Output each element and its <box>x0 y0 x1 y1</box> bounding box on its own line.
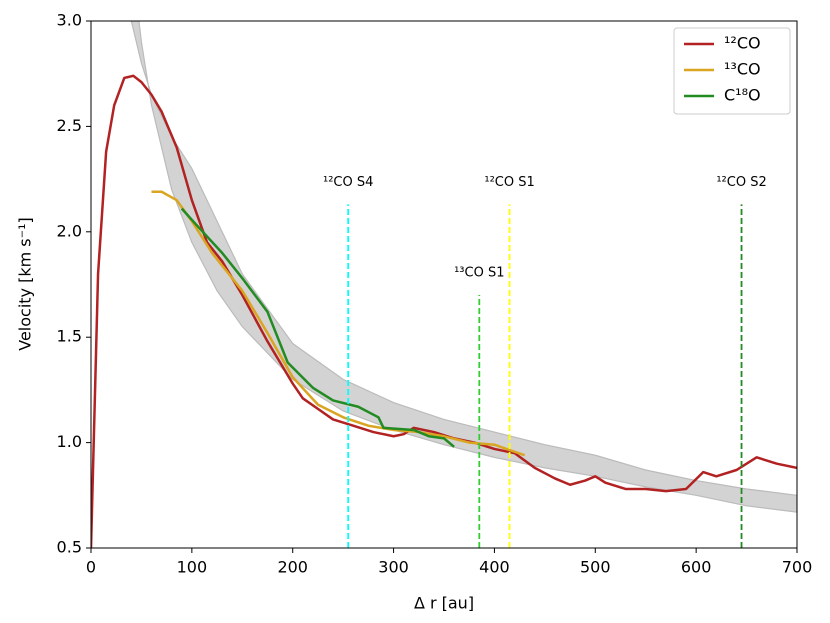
x-tick-label: 500 <box>580 558 611 577</box>
y-tick-label: 2.0 <box>57 221 82 240</box>
y-tick-label: 0.5 <box>57 538 82 557</box>
marker-label: ¹³CO S1 <box>454 266 504 281</box>
y-tick-label: 3.0 <box>57 11 82 30</box>
y-tick-label: 2.5 <box>57 116 82 135</box>
x-tick-label: 300 <box>378 558 409 577</box>
y-axis-label: Velocity [km s⁻¹] <box>16 217 35 350</box>
marker-label: ¹²CO S4 <box>323 175 373 190</box>
legend-label: C¹⁸O <box>724 86 761 105</box>
x-tick-label: 100 <box>177 558 208 577</box>
x-axis-label: Δ r [au] <box>414 594 474 613</box>
y-tick-label: 1.5 <box>57 327 82 346</box>
envelope-band <box>130 21 797 513</box>
legend-label: ¹²CO <box>724 34 761 53</box>
x-tick-label: 200 <box>277 558 308 577</box>
x-tick-label: 700 <box>782 558 813 577</box>
marker-label: ¹²CO S2 <box>716 175 766 190</box>
marker-label: ¹²CO S1 <box>484 175 534 190</box>
x-tick-label: 600 <box>681 558 712 577</box>
plot-area <box>91 21 797 548</box>
x-tick-label: 400 <box>479 558 510 577</box>
series-line <box>91 74 797 548</box>
series-line <box>180 207 455 448</box>
y-tick-label: 1.0 <box>57 432 82 451</box>
x-tick-label: 0 <box>86 558 96 577</box>
axes-frame <box>90 20 798 549</box>
legend-label: ¹³CO <box>724 60 761 79</box>
legend-box <box>673 27 791 115</box>
